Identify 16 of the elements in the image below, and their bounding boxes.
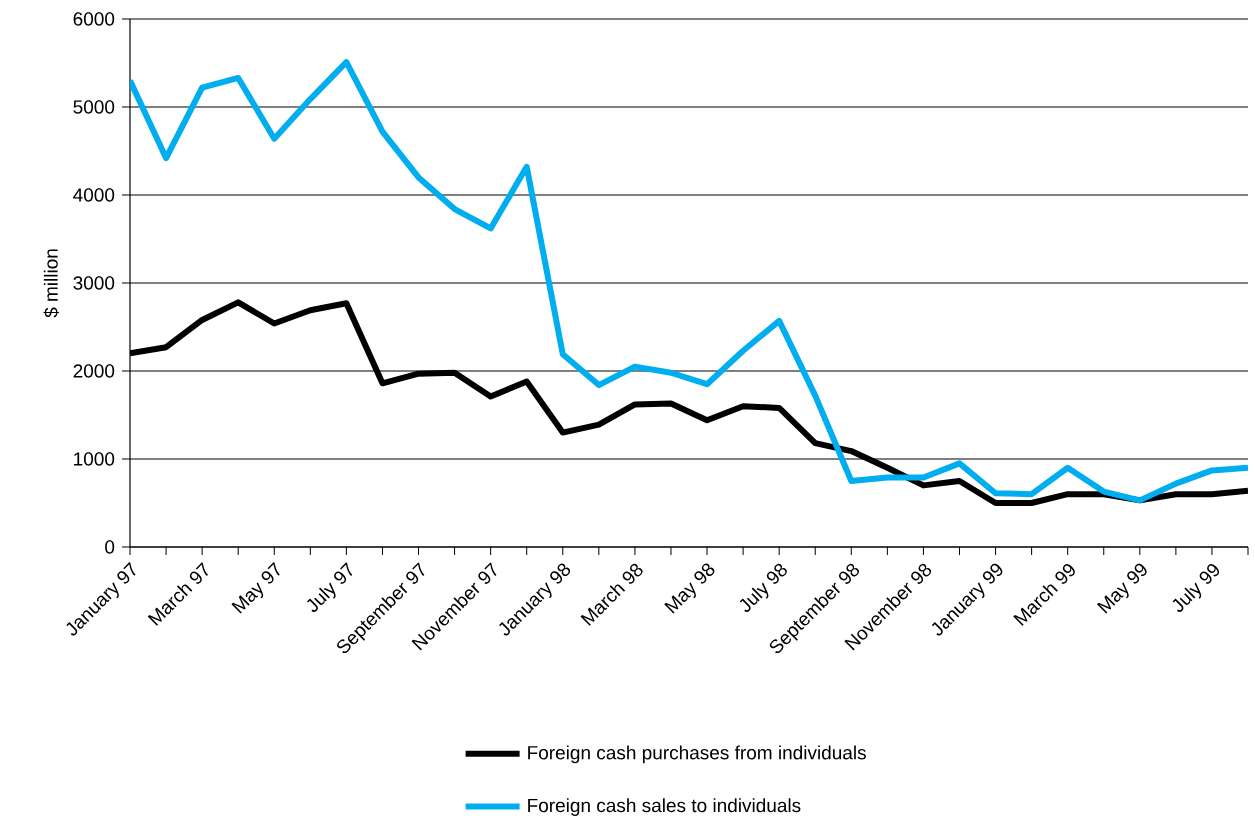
- y-tick-label: 3000: [73, 276, 115, 290]
- y-tick-label: 4000: [73, 188, 115, 202]
- y-tick-label: 2000: [73, 364, 115, 378]
- x-tick-label: July 98: [739, 563, 787, 612]
- x-tick-label: July 97: [307, 562, 353, 612]
- y-tick-label: 1000: [74, 452, 115, 466]
- y-axis-title: $ million: [43, 249, 59, 318]
- y-tick-label: 6000: [73, 12, 115, 26]
- legend-label: Foreign cash sales to individuals: [528, 798, 801, 816]
- legend-label: Foreign cash purchases from individuals: [528, 745, 866, 764]
- y-tick-label: 0: [105, 540, 115, 554]
- y-tick-label: 5000: [73, 100, 115, 114]
- x-tick-label: May 97: [231, 562, 280, 614]
- x-tick-label: May 98: [664, 563, 715, 614]
- x-tick-label: May 99: [1096, 563, 1147, 614]
- x-tick-label: July 99: [1172, 564, 1220, 612]
